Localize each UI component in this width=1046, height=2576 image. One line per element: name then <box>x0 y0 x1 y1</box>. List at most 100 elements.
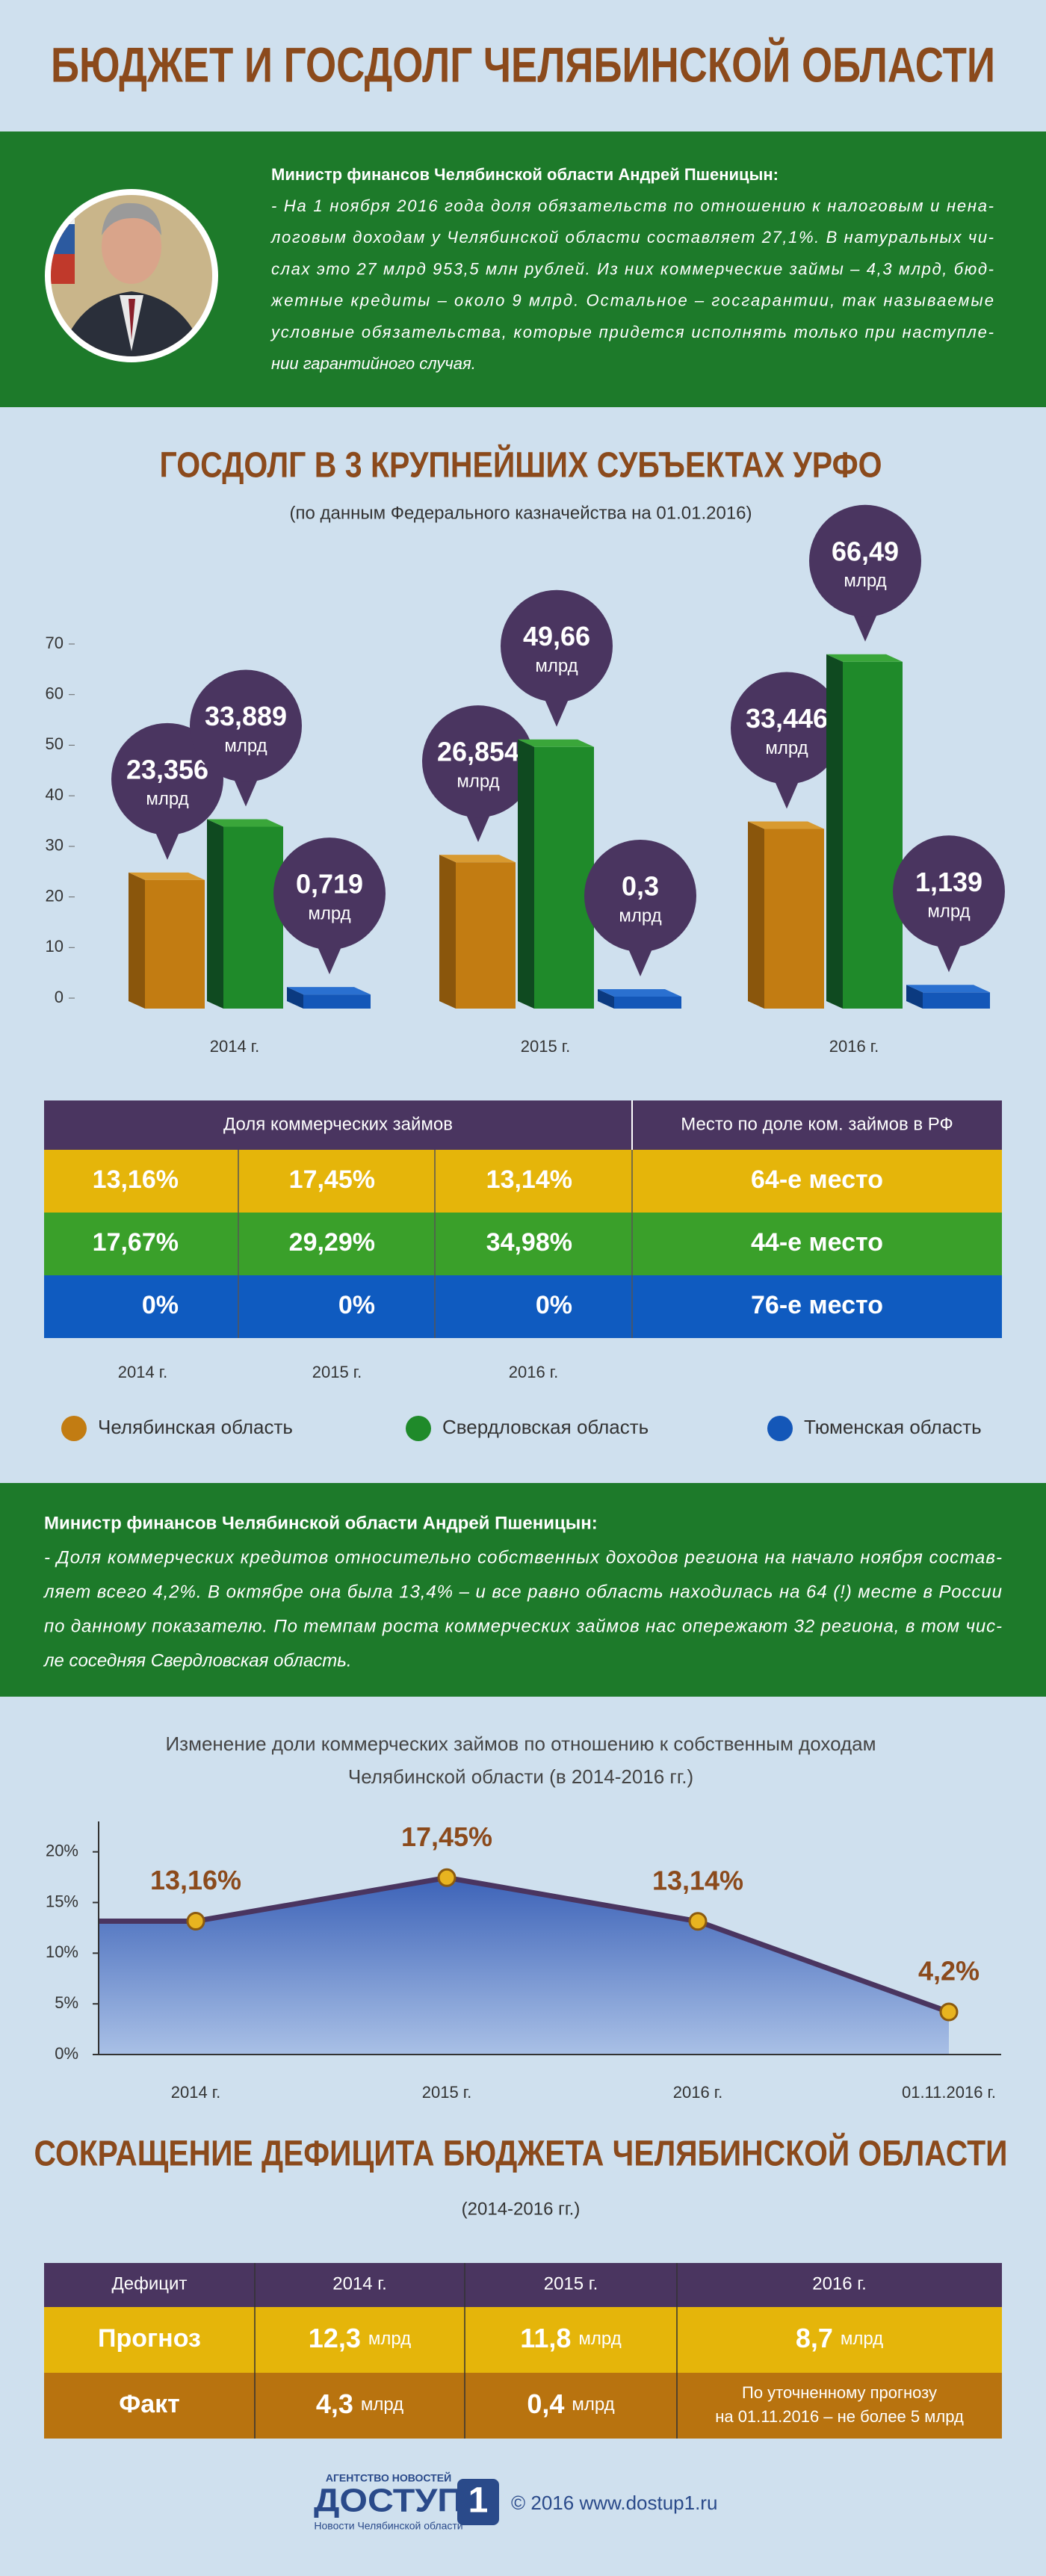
bar-top <box>287 987 371 995</box>
table-row <box>44 2373 1002 2439</box>
quote-line: логовым доходам у Челябинской области со… <box>270 228 994 247</box>
data-label-unit: млрд <box>535 656 578 676</box>
data-label: 4,2% <box>918 1956 980 1987</box>
data-label: 0,719 <box>296 869 363 900</box>
table-cell: 0% <box>338 1291 375 1319</box>
table-cell: 8,7 млрд <box>796 2323 883 2353</box>
photo-face <box>102 209 161 284</box>
data-label: 33,889 <box>205 701 287 731</box>
table-cell: 0% <box>142 1291 179 1319</box>
cell-value: 11,8 <box>520 2323 571 2353</box>
cell-unit: млрд <box>572 2394 614 2415</box>
page-title: БЮДЖЕТ И ГОСДОЛГ ЧЕЛЯБИНСКОЙ ОБЛАСТИ <box>51 36 995 92</box>
bar-side <box>439 855 456 1009</box>
table-header <box>44 1100 1002 1150</box>
bubble <box>809 504 921 617</box>
quote-line: условные обязательства, которые придется… <box>270 323 994 341</box>
table-year: 2016 г. <box>509 1363 559 1381</box>
table-note: По уточненному прогнозу <box>742 2383 937 2402</box>
section-title: ГОСДОЛГ В 3 КРУПНЕЙШИХ СУБЪЕКТАХ УРФО <box>160 445 882 486</box>
bar-side <box>518 739 534 1009</box>
photo-tie <box>129 299 135 340</box>
legend-swatch <box>61 1416 87 1441</box>
quote-author: Министр финансов Челябинской области Анд… <box>44 1513 598 1533</box>
bar-side <box>207 819 223 1009</box>
copyright: © 2016 www.dostup1.ru <box>511 2492 717 2514</box>
logo <box>457 2479 499 2525</box>
data-label: 13,14% <box>652 1865 743 1895</box>
y-tick-label: 0% <box>55 2044 78 2063</box>
bar-side <box>906 985 923 1009</box>
bar-side <box>748 821 764 1009</box>
bubble <box>111 722 223 835</box>
table-header-cell: Дефицит <box>112 2273 188 2294</box>
quote-line: жетные кредиты – около 9 млрд. Остальное… <box>270 291 994 310</box>
point <box>186 1911 205 1931</box>
table-cell: 0% <box>536 1291 572 1319</box>
quote-band <box>0 1483 1046 1697</box>
bubble <box>584 839 696 952</box>
data-label: 23,356 <box>126 754 208 784</box>
bar <box>843 661 903 1009</box>
bar-side <box>598 988 614 1009</box>
data-label: 49,66 <box>523 621 590 651</box>
table-cell: 0,4 млрд <box>527 2388 614 2419</box>
x-tick-label: 2015 г. <box>422 2083 472 2102</box>
cell-value: 0,4 <box>527 2388 564 2419</box>
table-header <box>44 2263 1002 2307</box>
quote-author: Министр финансов Челябинской области Анд… <box>271 165 779 184</box>
table-row-label: Факт <box>119 2390 180 2418</box>
bar-side <box>287 987 303 1009</box>
cell-unit: млрд <box>361 2394 403 2415</box>
photo-hair <box>102 202 161 235</box>
cell-unit: млрд <box>841 2329 883 2349</box>
table-row <box>44 2307 1002 2373</box>
legend-label: Тюменская область <box>804 1416 982 1438</box>
x-tick-label: 2016 г. <box>829 1037 879 1056</box>
table-cell: 4,3 млрд <box>316 2388 403 2419</box>
bar <box>456 862 516 1009</box>
logo-number: 1 <box>468 2481 489 2521</box>
bar-top <box>598 988 681 997</box>
y-tick-label: 5% <box>55 1993 78 2012</box>
x-tick-label: 2014 г. <box>210 1037 260 1056</box>
table-header-cell: 2016 г. <box>812 2273 867 2294</box>
bubble <box>893 835 1005 948</box>
bar <box>614 996 681 1009</box>
bar <box>145 879 205 1009</box>
bar-top <box>207 819 283 827</box>
bar-top <box>826 654 903 662</box>
y-tick-label: 30 <box>46 836 64 855</box>
legend-swatch <box>767 1416 793 1441</box>
data-label-unit: млрд <box>619 905 661 926</box>
table-cell: 13,14% <box>486 1165 572 1194</box>
legend-swatch <box>406 1416 431 1441</box>
table-year: 2014 г. <box>118 1363 168 1381</box>
chart-title: Челябинской области (в 2014-2016 гг.) <box>348 1765 693 1788</box>
table-cell: 11,8 млрд <box>520 2323 621 2353</box>
table-year: 2015 г. <box>312 1363 362 1381</box>
bar <box>923 992 990 1009</box>
data-label-unit: млрд <box>308 903 350 923</box>
table-header-cell: Место по доле ком. займов в РФ <box>681 1114 953 1134</box>
data-label-unit: млрд <box>146 789 188 809</box>
table-header-cell: Доля коммерческих займов <box>223 1114 453 1134</box>
data-label-unit: млрд <box>844 571 886 591</box>
table-row-label: Прогноз <box>98 2324 201 2353</box>
quote-line: ляет всего 4,2%. В октябре она была 13,4… <box>43 1582 1002 1602</box>
table-header-cell: 2014 г. <box>332 2273 387 2294</box>
table-row <box>44 1150 1002 1213</box>
section-title: СОКРАЩЕНИЕ ДЕФИЦИТА БЮДЖЕТА ЧЕЛЯБИНСКОЙ … <box>34 2133 1008 2174</box>
area <box>99 1877 949 2055</box>
data-label: 26,854 <box>437 737 519 767</box>
logo-name: ДОСТУП <box>314 2483 463 2519</box>
bar-side <box>129 872 145 1009</box>
y-tick-label: 10% <box>46 1942 78 1961</box>
data-label: 1,139 <box>915 867 982 897</box>
quote-line: нии гарантийного случая. <box>271 354 476 373</box>
bubble <box>501 589 613 702</box>
logo-top: АГЕНТСТВО НОВОСТЕЙ <box>326 2471 451 2484</box>
cell-value: 8,7 <box>796 2323 833 2353</box>
